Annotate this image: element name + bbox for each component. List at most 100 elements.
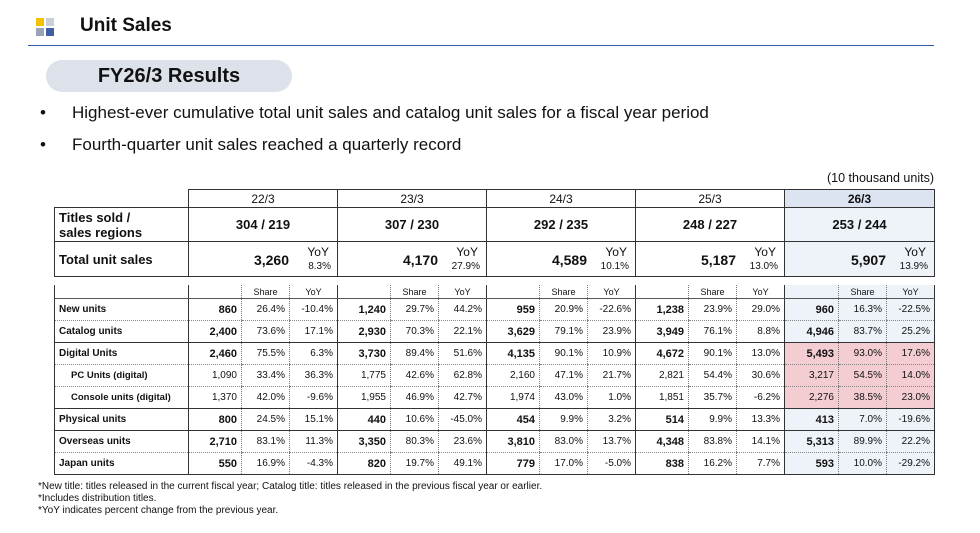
titles-value: 304 / 219 <box>188 207 338 242</box>
units-value: 1,238 <box>635 298 689 321</box>
titles-row: Titles sold / sales regions 304 / 219 307… <box>54 207 935 242</box>
year-header-row: 22/3 23/3 24/3 25/3 26/3 <box>54 189 935 208</box>
total-value: 5,187 <box>700 252 736 268</box>
row-label: Physical units <box>54 408 189 431</box>
empty-cell <box>54 285 189 299</box>
yoy-value: 13.7% <box>587 430 636 453</box>
units-value: 960 <box>784 298 839 321</box>
year-header: 22/3 <box>188 189 338 208</box>
subheader-share: Share <box>539 285 588 299</box>
units-value: 820 <box>337 452 391 475</box>
units-value: 2,400 <box>188 320 242 343</box>
units-value: 4,135 <box>486 342 540 365</box>
total-value: 4,170 <box>402 252 438 268</box>
share-value: 75.5% <box>241 342 290 365</box>
subheader-blank <box>635 285 689 299</box>
table-row: Catalog units 2,400 73.6% 17.1% 2,930 70.3% 22… <box>54 320 935 343</box>
table-row: New units 860 26.4% -10.4% 1,240 29.7% 44.2% 95… <box>54 298 935 321</box>
units-value: 1,090 <box>188 364 242 387</box>
footnote: *Includes distribution titles. <box>38 493 157 504</box>
yoy-value: 14.0% <box>886 364 935 387</box>
titles-value: 307 / 230 <box>337 207 487 242</box>
share-value: 83.8% <box>688 430 737 453</box>
table-row: PC Units (digital) 1,090 33.4% 36.3% 1,775 42… <box>54 364 935 387</box>
units-value: 1,370 <box>188 386 242 409</box>
units-value: 454 <box>486 408 540 431</box>
share-value: 20.9% <box>539 298 588 321</box>
yoy-value: 21.7% <box>587 364 636 387</box>
yoy-value: 14.1% <box>736 430 785 453</box>
subheader-share: Share <box>390 285 439 299</box>
units-value: 4,946 <box>784 320 839 343</box>
empty-cell <box>54 189 189 208</box>
units-value: 514 <box>635 408 689 431</box>
share-value: 43.0% <box>539 386 588 409</box>
subheader-share: Share <box>241 285 290 299</box>
row-label: New units <box>54 298 189 321</box>
table-row: Overseas units 2,710 83.1% 11.3% 3,350 80.3% 2… <box>54 430 935 453</box>
units-value: 779 <box>486 452 540 475</box>
share-value: 89.4% <box>390 342 439 365</box>
unit-breakdown-table: Share YoY Share YoY Share YoY Share YoY Share YoY… <box>54 285 935 475</box>
subheader-yoy: YoY <box>438 285 487 299</box>
yoy-value: 23.6% <box>438 430 487 453</box>
total-yoy: 10.1% <box>600 261 629 272</box>
total-yoy: 13.9% <box>899 261 928 272</box>
units-value: 2,160 <box>486 364 540 387</box>
total-row: Total unit sales 3,260 YoY 8.3% 4,170 YoY 27… <box>54 241 935 277</box>
yoy-value: 62.8% <box>438 364 487 387</box>
yoy-value: -4.3% <box>289 452 338 475</box>
row-label: Console units (digital) <box>54 386 189 409</box>
table-row: Console units (digital) 1,370 42.0% -9.6% 1,… <box>54 386 935 409</box>
share-value: 54.5% <box>838 364 887 387</box>
total-value: 3,260 <box>253 252 289 268</box>
share-value: 17.0% <box>539 452 588 475</box>
total-cell: 3,260 YoY 8.3% <box>188 241 338 277</box>
subheader-blank <box>337 285 391 299</box>
yoy-value: 6.3% <box>289 342 338 365</box>
share-value: 83.7% <box>838 320 887 343</box>
footnotes: *New title: titles released in the curre… <box>38 481 542 517</box>
units-value: 413 <box>784 408 839 431</box>
row-label: Total unit sales <box>54 241 189 277</box>
yoy-value: -5.0% <box>587 452 636 475</box>
table-row: Physical units 800 24.5% 15.1% 440 10.6% -45.0… <box>54 408 935 431</box>
logo-icon <box>36 18 54 36</box>
share-value: 16.2% <box>688 452 737 475</box>
total-cell: 4,170 YoY 27.9% <box>337 241 487 277</box>
unit-note: (10 thousand units) <box>826 171 934 185</box>
yoy-value: 3.2% <box>587 408 636 431</box>
units-value: 3,730 <box>337 342 391 365</box>
year-header: 24/3 <box>486 189 636 208</box>
yoy-value: 29.0% <box>736 298 785 321</box>
yoy-value: 22.2% <box>886 430 935 453</box>
share-value: 90.1% <box>539 342 588 365</box>
yoy-value: 49.1% <box>438 452 487 475</box>
subheader-yoy: YoY <box>886 285 935 299</box>
units-value: 3,350 <box>337 430 391 453</box>
share-value: 42.6% <box>390 364 439 387</box>
row-label: Japan units <box>54 452 189 475</box>
total-value: 4,589 <box>551 252 587 268</box>
total-yoy: 27.9% <box>451 261 480 272</box>
share-value: 29.7% <box>390 298 439 321</box>
units-value: 2,821 <box>635 364 689 387</box>
subheader-share: Share <box>838 285 887 299</box>
yoy-value: 25.2% <box>886 320 935 343</box>
yoy-value: -45.0% <box>438 408 487 431</box>
yoy-label: YoY <box>904 245 926 259</box>
row-label: Overseas units <box>54 430 189 453</box>
subheader-row: Share YoY Share YoY Share YoY Share YoY Share YoY <box>54 285 935 299</box>
section-label: FY26/3 Results <box>46 60 292 92</box>
total-cell: 5,187 YoY 13.0% <box>635 241 785 277</box>
units-value: 593 <box>784 452 839 475</box>
yoy-value: 36.3% <box>289 364 338 387</box>
titles-value: 248 / 227 <box>635 207 785 242</box>
share-value: 9.9% <box>539 408 588 431</box>
header-divider <box>28 45 934 46</box>
units-value: 1,974 <box>486 386 540 409</box>
units-value: 3,629 <box>486 320 540 343</box>
share-value: 42.0% <box>241 386 290 409</box>
share-value: 54.4% <box>688 364 737 387</box>
share-value: 76.1% <box>688 320 737 343</box>
